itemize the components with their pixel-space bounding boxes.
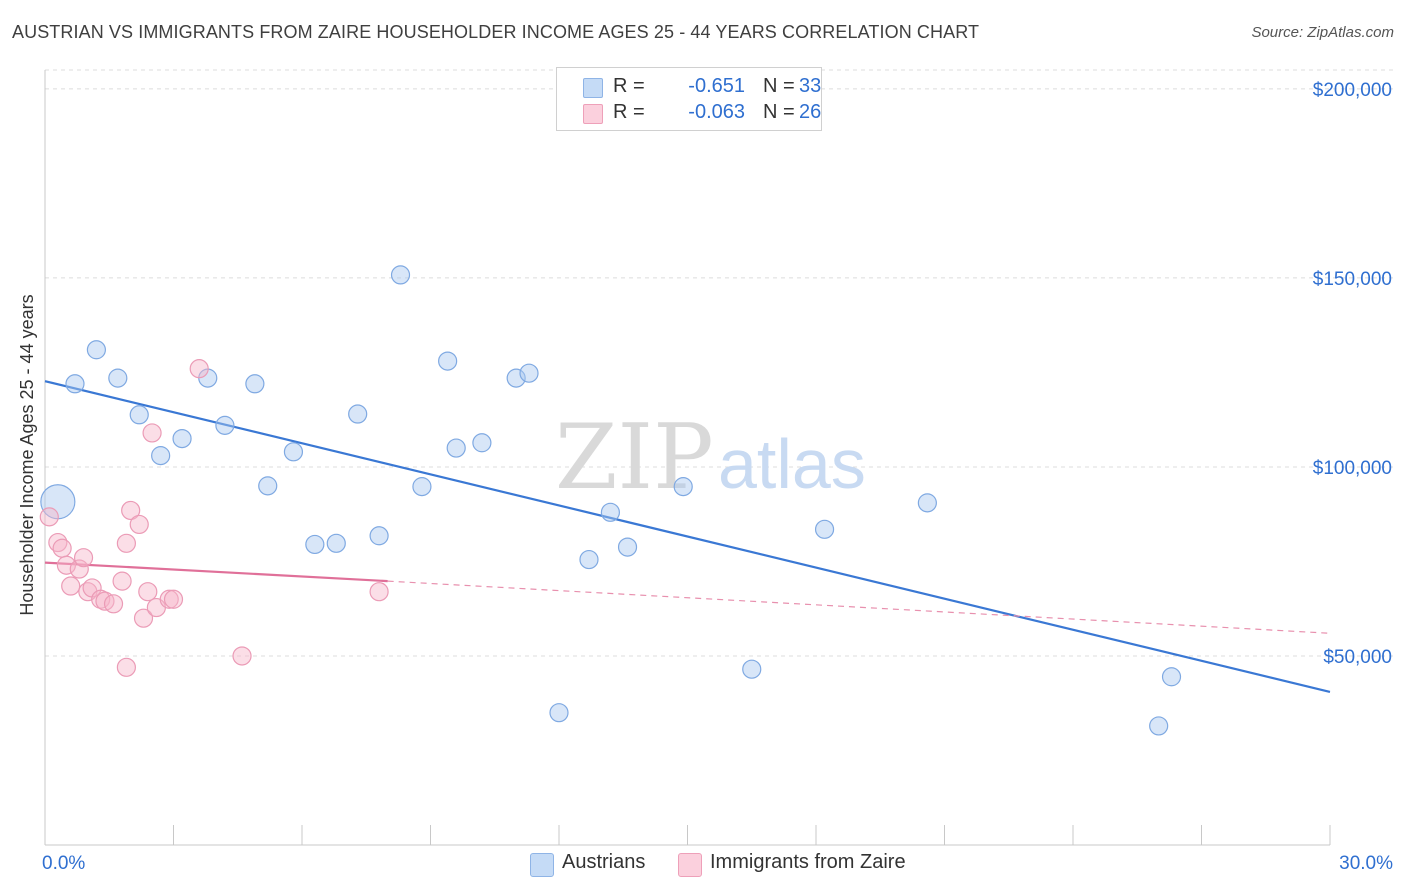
point-zaire [163,589,184,609]
y-axis-label: Householder Income Ages 25 - 44 years [17,294,37,615]
axes [44,70,1331,846]
legend-r-value: -0.063 [688,101,745,123]
legend-swatch-austrians [583,78,603,98]
chart-title: AUSTRIAN VS IMMIGRANTS FROM ZAIRE HOUSEH… [12,22,980,42]
bottom-legend-label: Austrians [562,851,646,873]
point-zaire [129,514,149,535]
point-austrians [369,526,389,546]
point-zaire [52,538,72,558]
point-austrians [506,368,526,388]
point-zaire [232,646,252,666]
correlation-legend: R = -0.651 N = 33 R = -0.063 N = 26 [556,67,822,131]
trend-line-austrians [44,380,1331,693]
point-zaire [116,657,136,677]
point-austrians [108,368,128,388]
point-zaire [112,571,132,591]
y-tick-label: $200,000 [1313,80,1392,101]
point-austrians [283,442,304,462]
legend-r-value: -0.651 [688,75,745,97]
point-zaire [61,576,81,596]
point-austrians [519,363,539,383]
point-austrians [438,351,458,371]
point-austrians [1149,716,1169,736]
point-zaire [103,594,124,614]
point-austrians [305,534,325,555]
point-austrians [86,340,107,360]
point-austrians [215,415,235,435]
point-zaire [138,582,158,602]
point-austrians [472,433,492,453]
point-austrians [258,476,278,496]
legend-n-label: N = [763,75,795,97]
point-austrians [742,659,762,679]
point-zaire [56,555,77,575]
trend-line-zaire-extension [387,580,1331,634]
legend-n-value: 26 [799,101,822,123]
point-austrians [579,549,599,570]
point-austrians [617,537,638,557]
legend-swatch-zaire [583,104,603,124]
legend-r-label: R = [613,75,645,97]
point-austrians [151,446,171,466]
watermark-zip: ZIP [555,405,714,510]
bottom-legend-swatch-austrians [530,853,554,877]
point-austrians [600,502,621,522]
point-zaire [121,500,141,521]
x-tick-label: 30.0% [1339,853,1393,874]
point-austrians [65,374,85,394]
y-tick-label: $50,000 [1323,647,1392,668]
watermark: ZIP atlas [555,405,866,510]
point-zaire [39,507,59,527]
point-austrians [549,703,569,723]
point-austrians [412,477,432,497]
point-zaire [133,608,154,628]
point-austrians [326,533,346,553]
data-points [39,265,1182,736]
watermark-atlas: atlas [718,425,866,503]
point-austrians [673,477,693,497]
point-austrians [446,438,466,458]
point-austrians [245,374,265,394]
point-austrians [1161,667,1182,687]
bottom-legend-swatch-zaire [678,853,702,877]
tick-labels: $50,000 $100,000 $150,000 $200,000 0.0% 30.0% [42,80,1393,874]
point-austrians [172,428,192,449]
legend-r-label: R = [613,101,645,123]
point-zaire [73,548,94,568]
grid-lines [45,69,1395,657]
point-austrians [129,405,149,425]
point-zaire [116,533,136,553]
point-austrians [348,404,368,424]
point-austrians [814,519,835,539]
point-austrians [390,265,411,285]
point-zaire [189,359,209,379]
trend-lines [44,380,1331,693]
legend-n-label: N = [763,101,795,123]
y-tick-label: $150,000 [1313,269,1392,290]
y-tick-label: $100,000 [1313,458,1392,479]
legend-n-value: 33 [799,75,822,97]
chart-source: Source: ZipAtlas.com [1251,24,1394,41]
point-zaire [369,582,389,602]
point-zaire [69,559,89,579]
x-tick-label: 0.0% [42,853,85,874]
point-austrians [917,493,937,513]
trend-line-zaire [44,561,388,583]
bottom-legend-label: Immigrants from Zaire [710,851,906,873]
point-zaire [159,589,179,609]
point-zaire [142,423,162,443]
